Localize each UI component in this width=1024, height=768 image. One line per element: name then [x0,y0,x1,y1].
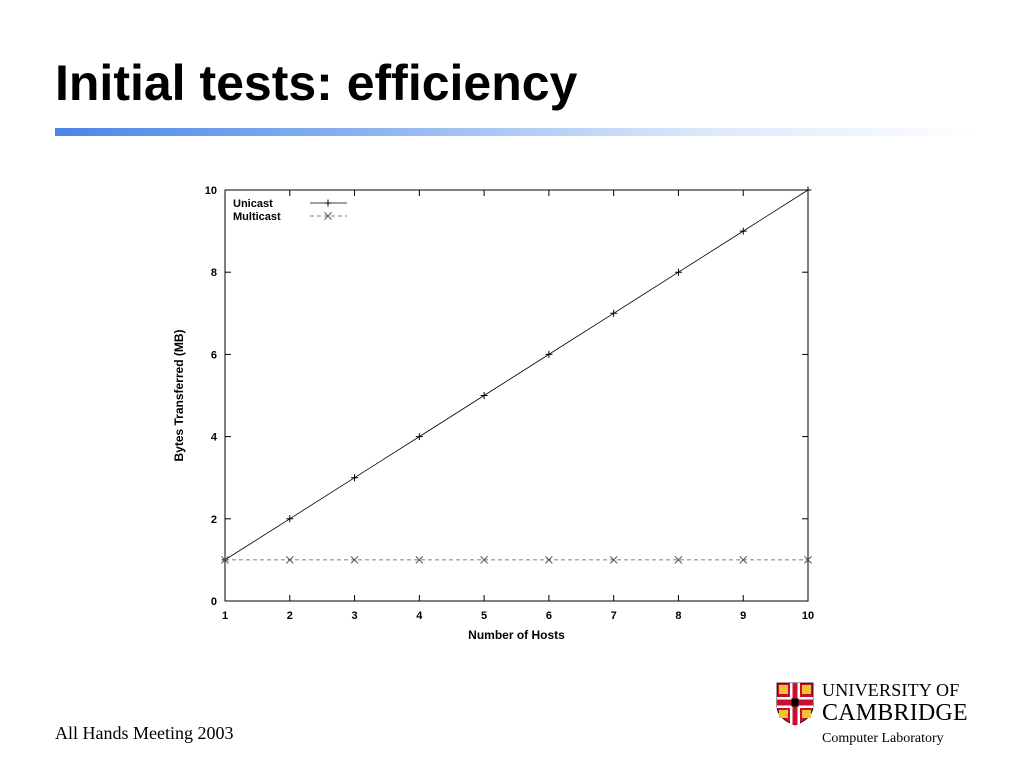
y-tick-label: 6 [211,349,217,361]
x-tick-label: 5 [481,610,487,622]
legend-marker-unicast [324,199,332,207]
legend-label-multicast: Multicast [233,211,281,223]
x-tick-label: 1 [222,610,228,622]
legend-marker-multicast [324,212,332,220]
unicast-series-line [224,189,809,561]
y-tick-label: 10 [205,185,217,197]
unicast-data-point [545,350,553,358]
x-tick-label: 6 [546,610,552,622]
multicast-data-point [674,556,683,564]
x-tick-label: 3 [351,610,357,622]
logo-university-of: UNIVERSITY OF [822,680,960,700]
legend-label-unicast: Unicast [233,198,273,210]
title-underline [55,128,980,136]
multicast-data-point [221,556,229,564]
multicast-data-point [804,556,812,564]
y-axis-label: Bytes Transferred (MB) [172,329,186,461]
logo-cambridge: CAMBRIDGE [822,700,968,726]
x-axis-label: Number of Hosts [468,628,565,642]
unicast-data-point [804,186,812,194]
multicast-data-point [739,556,748,564]
multicast-data-point [545,556,553,564]
unicast-data-point [351,474,359,482]
unicast-data-point [674,268,682,276]
unicast-data-point [415,433,423,441]
y-tick-label: 4 [211,432,218,444]
x-tick-label: 10 [802,610,814,622]
multicast-data-point [609,556,618,564]
y-tick-label: 0 [211,596,217,608]
unicast-data-point [739,227,747,235]
slide-title: Initial tests: efficiency [55,55,578,111]
cambridge-shield-icon [776,682,814,726]
unicast-data-point [286,515,294,523]
x-tick-label: 4 [416,610,423,622]
plot-frame [224,189,809,602]
x-tick-label: 9 [740,610,746,622]
y-tick-label: 2 [211,514,217,526]
x-tick-label: 7 [611,610,617,622]
logo-computer-laboratory: Computer Laboratory [822,731,944,746]
multicast-data-point [350,556,359,564]
multicast-data-point [415,556,424,564]
multicast-data-point [480,556,488,564]
unicast-data-point [480,392,488,399]
x-tick-label: 2 [287,610,293,622]
footer-text: All Hands Meeting 2003 [55,723,234,743]
unicast-data-point [610,309,618,317]
y-tick-label: 8 [211,267,217,279]
university-logo: UNIVERSITY OF CAMBRIDGE Computer Laborat… [776,680,986,750]
efficiency-chart: 1 2 3 4 5 6 7 8 9 10 0 2 4 6 8 10 Number of Hosts Bytes T… [172,185,814,642]
multicast-data-point [285,556,294,564]
x-tick-label: 8 [675,610,681,622]
